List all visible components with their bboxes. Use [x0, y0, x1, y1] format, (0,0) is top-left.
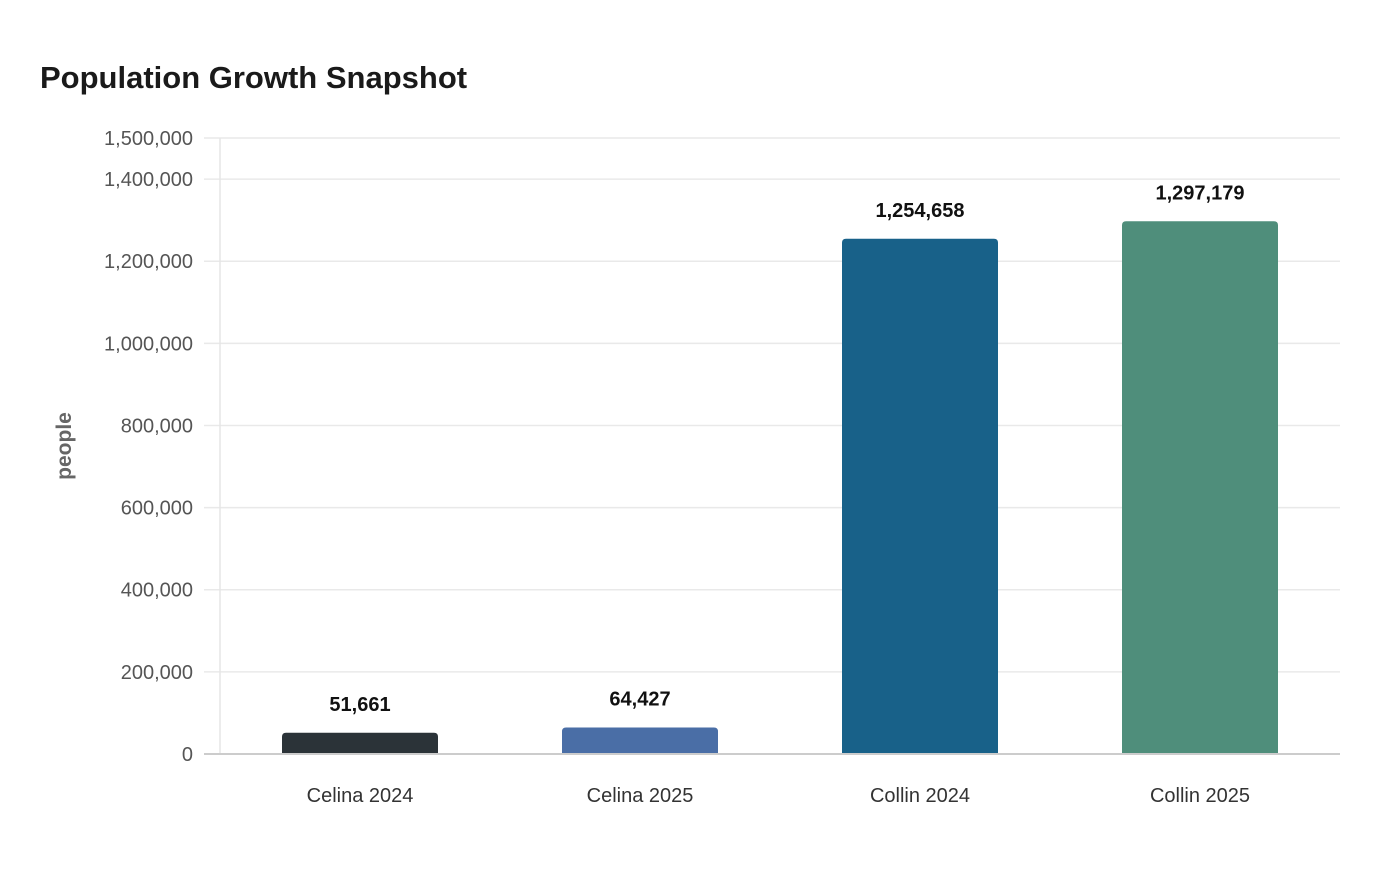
chart-title: Population Growth Snapshot [40, 60, 468, 95]
bar-value-label: 1,254,658 [876, 200, 965, 222]
y-tick-label: 1,400,000 [104, 169, 193, 191]
y-tick-label: 1,500,000 [104, 128, 193, 150]
bar-celina-2025 [562, 727, 718, 754]
bars: 51,661 64,427 1,254,658 1,297,179 [282, 182, 1278, 755]
bar-value-label: 51,661 [329, 694, 390, 716]
y-tick-label: 1,200,000 [104, 251, 193, 273]
bar-collin-2025 [1122, 221, 1278, 755]
bar-value-label: 64,427 [609, 689, 670, 711]
y-tick-label: 800,000 [121, 415, 193, 437]
x-tick-label: Celina 2025 [587, 785, 694, 807]
y-tick-label: 200,000 [121, 662, 193, 684]
y-tick-label: 1,000,000 [104, 333, 193, 355]
x-axis: Celina 2024 Celina 2025 Collin 2024 Collin … [204, 753, 1340, 807]
y-axis: 0 200,000 400,000 600,000 800,000 1,000,000 1,… [104, 128, 221, 766]
y-tick-label: 600,000 [121, 498, 193, 520]
bar-celina-2024 [282, 732, 438, 754]
gridlines [204, 137, 1340, 673]
x-tick-label: Celina 2024 [307, 785, 414, 807]
bar-value-label: 1,297,179 [1156, 182, 1245, 204]
y-tick-label: 400,000 [121, 580, 193, 602]
y-axis-title: people [53, 412, 76, 480]
x-tick-label: Collin 2024 [870, 785, 970, 807]
x-tick-label: Collin 2025 [1150, 785, 1250, 807]
y-tick-label: 0 [182, 744, 193, 766]
bar-collin-2024 [842, 238, 998, 754]
